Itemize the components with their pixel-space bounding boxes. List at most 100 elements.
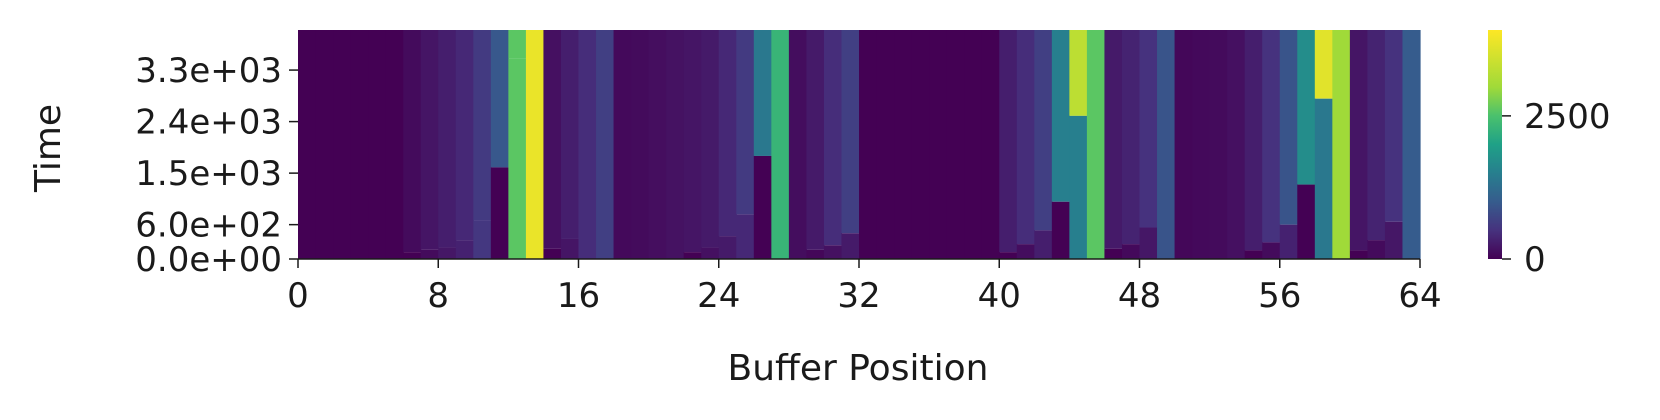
heatmap-cell <box>753 30 772 156</box>
heatmap-cell <box>1314 30 1333 99</box>
heatmap-cell <box>946 30 965 259</box>
heatmap-cell <box>350 30 369 259</box>
heatmap-cell <box>525 30 545 259</box>
heatmap-cell <box>999 30 1018 253</box>
heatmap-cell <box>1069 115 1088 259</box>
colorbar-tick-label: 0 <box>1524 240 1546 280</box>
heatmap-cell <box>315 30 334 259</box>
x-tick-label: 16 <box>557 276 600 316</box>
heatmap-cell <box>736 214 755 259</box>
heatmap-cell <box>1069 30 1088 116</box>
heatmap-cell <box>1244 250 1263 259</box>
colorbar-ticks: 0 2500 <box>1502 97 1611 280</box>
heatmap-cell <box>823 245 843 259</box>
heatmap-cell <box>1314 98 1333 259</box>
heatmap-cell <box>438 30 457 248</box>
heatmap-cell <box>1104 30 1123 249</box>
heatmap-cell <box>806 249 825 259</box>
heatmap-cell <box>718 30 737 237</box>
x-axis-label: Buffer Position <box>728 348 989 389</box>
heatmap-cell <box>1227 30 1246 259</box>
heatmap-cell <box>1034 230 1053 259</box>
heatmap-cell <box>1279 224 1298 259</box>
heatmap-cell <box>683 252 702 259</box>
heatmap-cell <box>420 249 439 259</box>
heatmap-cell <box>841 30 860 234</box>
heatmap-cell <box>981 30 1000 259</box>
x-tick-label: 48 <box>1118 276 1161 316</box>
heatmap-cell <box>455 30 474 241</box>
y-axis: 0.0e+006.0e+02 1.5e+03 2.4e+03 3.3e+03 <box>135 51 298 280</box>
heatmap-cell <box>1209 30 1228 259</box>
heatmap-cell <box>1279 30 1298 225</box>
heatmap-cell <box>859 30 878 259</box>
x-tick-label: 0 <box>287 276 309 316</box>
colorbar <box>1488 30 1502 259</box>
heatmap-cell <box>894 30 913 259</box>
heatmap-cell <box>560 238 580 259</box>
heatmap-cell <box>1367 240 1386 259</box>
heatmap-cell <box>701 247 720 259</box>
x-tick-label: 32 <box>837 276 880 316</box>
heatmap-cell <box>508 30 527 59</box>
y-tick-label: 6.0e+02 <box>135 206 282 246</box>
heatmap-cell <box>1367 30 1386 241</box>
heatmap-cell <box>736 30 755 215</box>
heatmap-cell <box>1086 30 1106 259</box>
colorbar-tick-label: 2500 <box>1524 97 1611 137</box>
heatmap-cell <box>753 155 772 259</box>
heatmap-cell <box>964 30 983 259</box>
heatmap-cell <box>683 30 702 253</box>
heatmap-cell <box>1332 30 1351 259</box>
y-tick-label: 0.0e+00 <box>135 240 282 280</box>
x-tick-label: 24 <box>697 276 740 316</box>
y-tick-label: 1.5e+03 <box>135 154 282 194</box>
heatmap-cell <box>1139 30 1158 228</box>
heatmap-cell <box>298 30 317 259</box>
heatmap-cell <box>841 233 860 259</box>
heatmap-cell <box>455 240 474 259</box>
heatmap-cell <box>1384 221 1404 259</box>
heatmap-cell <box>1262 242 1281 259</box>
heatmap-cell <box>771 30 790 259</box>
heatmap-cell <box>929 30 948 259</box>
heatmap-cell <box>648 30 667 259</box>
heatmap-cell <box>1016 30 1035 245</box>
heatmap-cells <box>298 30 1421 259</box>
heatmap-cell <box>543 248 562 259</box>
heatmap-cell <box>1262 30 1281 243</box>
heatmap-cell <box>1244 30 1263 251</box>
heatmap-cell <box>1297 184 1316 259</box>
heatmap-cell <box>1104 248 1123 259</box>
heatmap-cell <box>385 30 404 259</box>
heatmap-cell <box>1034 30 1053 231</box>
heatmap-cell <box>718 236 737 259</box>
heatmap-cell <box>1349 30 1369 251</box>
x-tick-label: 8 <box>427 276 449 316</box>
heatmap-cell <box>1297 30 1316 185</box>
heatmap-cell <box>596 30 615 259</box>
heatmap-cell <box>1402 30 1421 259</box>
heatmap-cell <box>701 30 720 248</box>
heatmap-cell <box>1384 30 1404 222</box>
y-tick-label: 3.3e+03 <box>135 51 282 91</box>
heatmap-cell <box>1121 244 1141 259</box>
heatmap-cell <box>473 220 492 259</box>
heatmap-cell <box>473 30 492 221</box>
heatmap-cell <box>1139 227 1158 259</box>
heatmap-cell <box>1051 201 1070 259</box>
heatmap-cell <box>1121 30 1141 245</box>
heatmap-cell <box>368 30 387 259</box>
heatmap-cell <box>911 30 930 259</box>
heatmap-cell <box>333 30 352 259</box>
heatmap-cell <box>438 247 457 259</box>
heatmap-cell <box>1174 30 1193 259</box>
heatmap-cell <box>508 58 527 259</box>
heatmap-cell <box>666 30 685 259</box>
heatmap-cell <box>1157 30 1176 259</box>
heatmap-cell <box>1051 30 1070 202</box>
heatmap-cell <box>490 167 509 259</box>
heatmap-cell <box>1016 244 1035 259</box>
x-tick-label: 40 <box>978 276 1021 316</box>
heatmap-cell <box>420 30 439 250</box>
